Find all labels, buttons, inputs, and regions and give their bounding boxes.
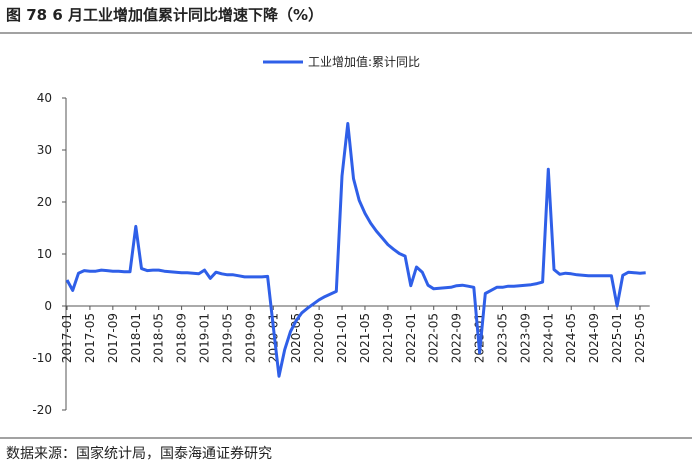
x-tick-label: 2022-09: [450, 313, 464, 363]
y-tick-label: 40: [37, 91, 52, 105]
x-tick-label: 2018-05: [152, 313, 166, 363]
x-tick-label: 2024-05: [564, 313, 578, 363]
x-tick-label: 2025-01: [610, 313, 624, 363]
x-tick-label: 2019-09: [243, 313, 257, 363]
x-tick-label: 2017-01: [60, 313, 74, 363]
y-tick-label: -10: [32, 351, 52, 365]
x-tick-label: 2021-05: [358, 313, 372, 363]
x-tick-label: 2022-01: [404, 313, 418, 363]
x-tick-label: 2019-05: [220, 313, 234, 363]
x-tick-label: 2022-05: [427, 313, 441, 363]
x-tick-label: 2024-09: [587, 313, 601, 363]
legend-label: 工业增加值:累计同比: [308, 54, 420, 69]
y-tick-label: 0: [44, 299, 52, 313]
source: 数据来源：国家统计局，国泰海通证券研究: [6, 445, 272, 462]
x-tick-label: 2023-09: [518, 313, 532, 363]
x-tick-label: 2018-01: [129, 313, 143, 363]
y-tick-label: 20: [37, 195, 52, 209]
x-tick-label: 2019-01: [198, 313, 212, 363]
x-tick-label: 2020-09: [312, 313, 326, 363]
title: 图 78 6 月工业增加值累计同比增速下降（%）: [6, 6, 323, 24]
x-tick-label: 2017-09: [106, 313, 120, 363]
x-tick-label: 2025-05: [633, 313, 647, 363]
x-tick-label: 2018-09: [175, 313, 189, 363]
x-tick-label: 2023-05: [495, 313, 509, 363]
x-tick-label: 2021-01: [335, 313, 349, 363]
y-tick-label: 30: [37, 143, 52, 157]
y-tick-label: -20: [32, 403, 52, 417]
x-tick-label: 2017-05: [83, 313, 97, 363]
y-tick-label: 10: [37, 247, 52, 261]
x-tick-label: 2021-09: [381, 313, 395, 363]
line: [65, 122, 646, 378]
x-tick-label: 2024-01: [541, 313, 555, 363]
